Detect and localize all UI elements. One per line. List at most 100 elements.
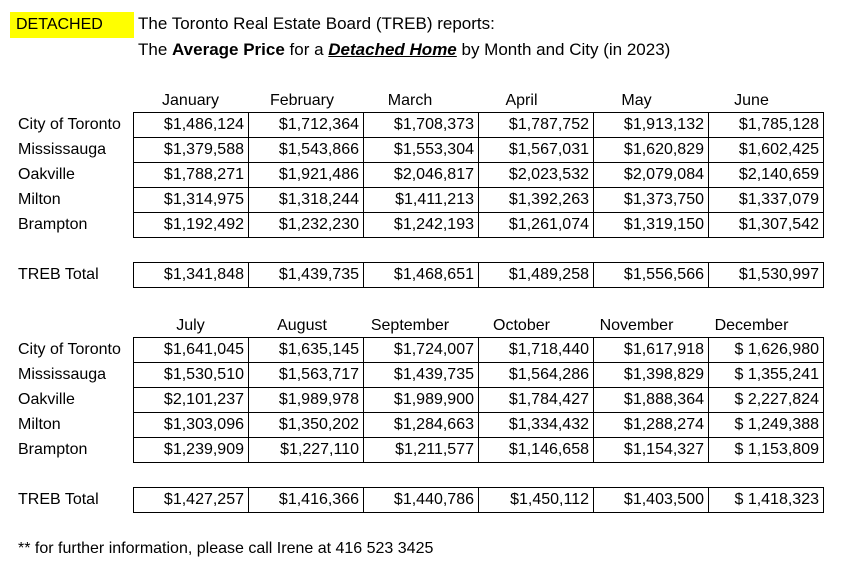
price-cell: $1,784,427 [478, 388, 593, 412]
price-cell: $1,564,286 [478, 363, 593, 387]
price-cell: $1,787,752 [478, 113, 593, 137]
table-row: $1,641,045 $1,635,145 $1,724,007 $1,718,440… [134, 338, 823, 362]
month-header: March [387, 92, 433, 109]
contact-footnote: ** for further information, please call … [18, 540, 434, 557]
price-cell: $1,617,918 [593, 338, 708, 362]
price-cell: $1,261,074 [478, 213, 593, 237]
total-cell: $1,403,500 [593, 488, 708, 512]
price-cell: $ 1,355,241 [708, 363, 823, 387]
total-cell: $1,468,651 [363, 263, 478, 287]
treb-total-row: $1,341,848 $1,439,735 $1,468,651 $1,489,258… [133, 262, 824, 288]
subheading-mid: for a [284, 40, 329, 59]
price-cell: $ 1,153,809 [708, 438, 823, 462]
price-cell: $ 1,249,388 [708, 413, 823, 437]
price-cell: $1,486,124 [163, 116, 244, 133]
price-table: $1,486,124 $1,712,364 $1,708,373 $1,787,752… [133, 112, 824, 238]
month-header: February [269, 92, 335, 109]
price-cell: $1,314,975 [163, 191, 244, 208]
price-cell: $1,708,373 [363, 113, 478, 137]
table-row: $1,239,909 $1,227,110 $1,211,577 $1,146,658… [134, 437, 823, 462]
price-cell: $1,373,750 [593, 188, 708, 212]
price-cell: $1,227,110 [248, 438, 363, 462]
price-cell: $1,788,271 [163, 166, 244, 183]
city-label: City of Toronto [18, 116, 121, 133]
price-cell: $1,239,909 [163, 441, 244, 458]
city-label: Mississauga [18, 141, 107, 158]
price-cell: $1,211,577 [363, 438, 478, 462]
price-cell: $1,989,900 [363, 388, 478, 412]
month-header: January [162, 92, 219, 109]
total-cell: $1,440,786 [363, 488, 478, 512]
month-header: November [599, 317, 674, 334]
price-cell: $1,307,542 [708, 213, 823, 237]
price-cell: $1,192,492 [163, 216, 244, 233]
price-cell: $1,232,230 [248, 213, 363, 237]
price-cell: $1,379,588 [163, 141, 244, 158]
city-labels: City of Toronto Mississauga Oakville Mil… [18, 337, 121, 462]
city-label: Milton [18, 416, 61, 433]
month-header: December [714, 317, 789, 334]
month-header: May [621, 92, 652, 109]
price-cell: $1,337,079 [708, 188, 823, 212]
price-cell: $1,543,866 [248, 138, 363, 162]
price-cell: $1,921,486 [248, 163, 363, 187]
price-cell: $1,712,364 [248, 113, 363, 137]
price-cell: $1,602,425 [708, 138, 823, 162]
total-cell: $ 1,418,323 [708, 488, 823, 512]
treb-total-row: $1,427,257 $1,416,366 $1,440,786 $1,450,112… [133, 487, 824, 513]
price-cell: $2,140,659 [708, 163, 823, 187]
month-header-row: July August September October November D… [133, 315, 809, 337]
price-cell: $1,567,031 [478, 138, 593, 162]
price-cell: $1,563,717 [248, 363, 363, 387]
subheading-prefix: The [138, 40, 173, 59]
total-cell: $1,556,566 [593, 263, 708, 287]
price-cell: $1,154,327 [593, 438, 708, 462]
price-cell: $1,718,440 [478, 338, 593, 362]
treb-total-label: TREB Total [18, 491, 99, 508]
table-row: $2,101,237 $1,989,978 $1,989,900 $1,784,427… [134, 387, 823, 412]
price-cell: $2,046,817 [363, 163, 478, 187]
price-cell: $1,785,128 [708, 113, 823, 137]
price-cell: $1,284,663 [363, 413, 478, 437]
month-header: August [277, 317, 327, 334]
price-cell: $1,635,145 [248, 338, 363, 362]
month-header: July [176, 317, 205, 334]
price-cell: $1,334,432 [478, 413, 593, 437]
subheading-average-price: Average Price [172, 40, 285, 59]
price-cell: $1,641,045 [163, 341, 244, 358]
city-label: Milton [18, 191, 61, 208]
price-cell: $1,989,978 [248, 388, 363, 412]
total-row: $1,427,257 $1,416,366 $1,440,786 $1,450,112… [134, 488, 823, 512]
price-cell: $1,530,510 [163, 366, 244, 383]
table-row: $1,192,492 $1,232,230 $1,242,193 $1,261,074… [134, 212, 823, 237]
price-cell: $1,724,007 [363, 338, 478, 362]
total-row: $1,341,848 $1,439,735 $1,468,651 $1,489,258… [134, 263, 823, 287]
month-header: September [370, 317, 450, 334]
total-cell: $1,427,257 [163, 491, 244, 508]
city-label: City of Toronto [18, 341, 121, 358]
month-header: October [493, 317, 550, 334]
price-cell: $2,079,084 [593, 163, 708, 187]
price-cell: $1,318,244 [248, 188, 363, 212]
price-table: $1,641,045 $1,635,145 $1,724,007 $1,718,440… [133, 337, 824, 463]
table-row: $1,379,588 $1,543,866 $1,553,304 $1,567,031… [134, 137, 823, 162]
report-heading: The Toronto Real Estate Board (TREB) rep… [138, 14, 495, 33]
price-cell: $1,288,274 [593, 413, 708, 437]
city-label: Brampton [18, 216, 88, 233]
price-cell: $1,439,735 [363, 363, 478, 387]
total-cell: $1,450,112 [478, 488, 593, 512]
table-row: $1,486,124 $1,712,364 $1,708,373 $1,787,752… [134, 113, 823, 137]
price-cell: $1,620,829 [593, 138, 708, 162]
price-cell: $ 1,626,980 [708, 338, 823, 362]
month-header: June [734, 92, 769, 109]
price-cell: $1,350,202 [248, 413, 363, 437]
detached-badge: DETACHED [10, 12, 134, 38]
city-label: Mississauga [18, 366, 107, 383]
price-cell: $1,146,658 [478, 438, 593, 462]
total-cell: $1,341,848 [163, 266, 244, 283]
price-cell: $1,888,364 [593, 388, 708, 412]
city-label: Oakville [18, 166, 75, 183]
price-cell: $2,101,237 [163, 391, 244, 408]
price-cell: $1,398,829 [593, 363, 708, 387]
total-cell: $1,489,258 [478, 263, 593, 287]
